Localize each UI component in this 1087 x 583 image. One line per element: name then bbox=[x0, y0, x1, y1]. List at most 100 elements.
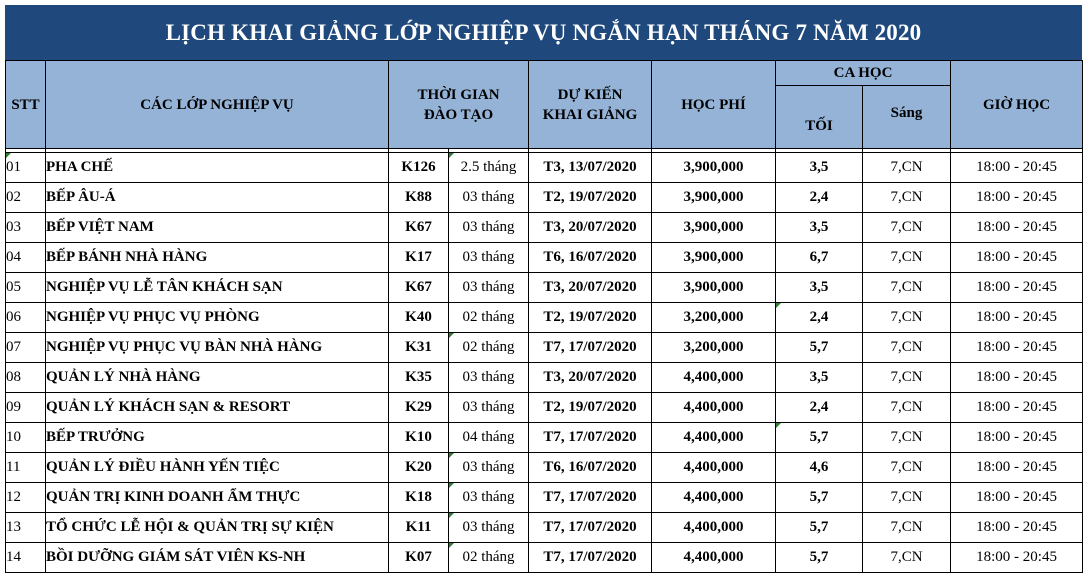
class-time-cell[interactable]: 18:00 - 20:45 bbox=[951, 213, 1083, 243]
evening-days-cell[interactable]: 6,7 bbox=[776, 243, 863, 273]
evening-days-cell[interactable]: 3,5 bbox=[776, 363, 863, 393]
row-stt-cell[interactable]: 03 bbox=[6, 213, 46, 243]
evening-days-cell[interactable]: 2,4 bbox=[776, 303, 863, 333]
duration-cell[interactable]: 2.5 tháng bbox=[449, 153, 529, 183]
duration-cell[interactable]: 03 tháng bbox=[449, 453, 529, 483]
evening-days-cell[interactable]: 3,5 bbox=[776, 213, 863, 243]
morning-days-cell[interactable]: 7,CN bbox=[863, 453, 951, 483]
course-name-cell[interactable]: QUẢN LÝ ĐIỀU HÀNH YẾN TIỆC bbox=[46, 453, 389, 483]
morning-days-cell[interactable]: 7,CN bbox=[863, 483, 951, 513]
row-stt-cell[interactable]: 01 bbox=[6, 153, 46, 183]
row-stt-cell[interactable]: 11 bbox=[6, 453, 46, 483]
start-date-cell[interactable]: T3, 20/07/2020 bbox=[529, 363, 652, 393]
start-date-cell[interactable]: T7, 17/07/2020 bbox=[529, 423, 652, 453]
start-date-cell[interactable]: T3, 20/07/2020 bbox=[529, 213, 652, 243]
header-sang[interactable]: Sáng bbox=[863, 86, 951, 149]
course-name-cell[interactable]: BẾP ÂU-Á bbox=[46, 183, 389, 213]
fee-cell[interactable]: 4,400,000 bbox=[652, 423, 776, 453]
duration-cell[interactable]: 02 tháng bbox=[449, 303, 529, 333]
morning-days-cell[interactable]: 7,CN bbox=[863, 363, 951, 393]
row-stt-cell[interactable]: 13 bbox=[6, 513, 46, 543]
evening-days-cell[interactable]: 5,7 bbox=[776, 333, 863, 363]
morning-days-cell[interactable]: 7,CN bbox=[863, 303, 951, 333]
class-code-cell[interactable]: K18 bbox=[389, 483, 449, 513]
header-start[interactable]: DỰ KIẾN KHAI GIẢNG bbox=[529, 61, 652, 149]
evening-days-cell[interactable]: 5,7 bbox=[776, 483, 863, 513]
duration-cell[interactable]: 03 tháng bbox=[449, 273, 529, 303]
evening-days-cell[interactable]: 4,6 bbox=[776, 453, 863, 483]
class-code-cell[interactable]: K10 bbox=[389, 423, 449, 453]
evening-days-cell[interactable]: 5,7 bbox=[776, 513, 863, 543]
fee-cell[interactable]: 4,400,000 bbox=[652, 393, 776, 423]
header-stt[interactable]: STT bbox=[6, 61, 46, 149]
row-stt-cell[interactable]: 02 bbox=[6, 183, 46, 213]
sheet-title[interactable]: LỊCH KHAI GIẢNG LỚP NGHIỆP VỤ NGẮN HẠN T… bbox=[5, 5, 1082, 61]
start-date-cell[interactable]: T2, 19/07/2020 bbox=[529, 303, 652, 333]
class-time-cell[interactable]: 18:00 - 20:45 bbox=[951, 303, 1083, 333]
fee-cell[interactable]: 3,200,000 bbox=[652, 333, 776, 363]
class-code-cell[interactable]: K07 bbox=[389, 543, 449, 573]
fee-cell[interactable]: 3,200,000 bbox=[652, 303, 776, 333]
start-date-cell[interactable]: T2, 19/07/2020 bbox=[529, 183, 652, 213]
evening-days-cell[interactable]: 2,4 bbox=[776, 183, 863, 213]
evening-days-cell[interactable]: 3,5 bbox=[776, 153, 863, 183]
class-code-cell[interactable]: K35 bbox=[389, 363, 449, 393]
morning-days-cell[interactable]: 7,CN bbox=[863, 543, 951, 573]
class-time-cell[interactable]: 18:00 - 20:45 bbox=[951, 333, 1083, 363]
class-time-cell[interactable]: 18:00 - 20:45 bbox=[951, 423, 1083, 453]
duration-cell[interactable]: 03 tháng bbox=[449, 243, 529, 273]
row-stt-cell[interactable]: 09 bbox=[6, 393, 46, 423]
class-code-cell[interactable]: K40 bbox=[389, 303, 449, 333]
morning-days-cell[interactable]: 7,CN bbox=[863, 153, 951, 183]
morning-days-cell[interactable]: 7,CN bbox=[863, 393, 951, 423]
class-time-cell[interactable]: 18:00 - 20:45 bbox=[951, 153, 1083, 183]
fee-cell[interactable]: 3,900,000 bbox=[652, 213, 776, 243]
course-name-cell[interactable]: BẾP VIỆT NAM bbox=[46, 213, 389, 243]
duration-cell[interactable]: 03 tháng bbox=[449, 513, 529, 543]
course-name-cell[interactable]: NGHIỆP VỤ PHỤC VỤ PHÒNG bbox=[46, 303, 389, 333]
class-time-cell[interactable]: 18:00 - 20:45 bbox=[951, 183, 1083, 213]
start-date-cell[interactable]: T7, 17/07/2020 bbox=[529, 483, 652, 513]
course-name-cell[interactable]: PHA CHẾ bbox=[46, 153, 389, 183]
course-name-cell[interactable]: TỔ CHỨC LỄ HỘI & QUẢN TRỊ SỰ KIỆN bbox=[46, 513, 389, 543]
morning-days-cell[interactable]: 7,CN bbox=[863, 243, 951, 273]
class-code-cell[interactable]: K126 bbox=[389, 153, 449, 183]
evening-days-cell[interactable]: 3,5 bbox=[776, 273, 863, 303]
class-time-cell[interactable]: 18:00 - 20:45 bbox=[951, 543, 1083, 573]
class-time-cell[interactable]: 18:00 - 20:45 bbox=[951, 243, 1083, 273]
morning-days-cell[interactable]: 7,CN bbox=[863, 183, 951, 213]
evening-days-cell[interactable]: 2,4 bbox=[776, 393, 863, 423]
fee-cell[interactable]: 4,400,000 bbox=[652, 513, 776, 543]
start-date-cell[interactable]: T3, 13/07/2020 bbox=[529, 153, 652, 183]
header-fee[interactable]: HỌC PHÍ bbox=[652, 61, 776, 149]
course-name-cell[interactable]: QUẢN LÝ KHÁCH SẠN & RESORT bbox=[46, 393, 389, 423]
row-stt-cell[interactable]: 08 bbox=[6, 363, 46, 393]
class-time-cell[interactable]: 18:00 - 20:45 bbox=[951, 483, 1083, 513]
class-code-cell[interactable]: K31 bbox=[389, 333, 449, 363]
fee-cell[interactable]: 3,900,000 bbox=[652, 183, 776, 213]
fee-cell[interactable]: 3,900,000 bbox=[652, 153, 776, 183]
start-date-cell[interactable]: T7, 17/07/2020 bbox=[529, 543, 652, 573]
morning-days-cell[interactable]: 7,CN bbox=[863, 333, 951, 363]
start-date-cell[interactable]: T7, 17/07/2020 bbox=[529, 333, 652, 363]
fee-cell[interactable]: 3,900,000 bbox=[652, 243, 776, 273]
evening-days-cell[interactable]: 5,7 bbox=[776, 423, 863, 453]
row-stt-cell[interactable]: 04 bbox=[6, 243, 46, 273]
fee-cell[interactable]: 4,400,000 bbox=[652, 543, 776, 573]
header-gio-hoc[interactable]: GIỜ HỌC bbox=[951, 61, 1083, 149]
class-time-cell[interactable]: 18:00 - 20:45 bbox=[951, 363, 1083, 393]
row-stt-cell[interactable]: 10 bbox=[6, 423, 46, 453]
start-date-cell[interactable]: T2, 19/07/2020 bbox=[529, 393, 652, 423]
morning-days-cell[interactable]: 7,CN bbox=[863, 423, 951, 453]
row-stt-cell[interactable]: 07 bbox=[6, 333, 46, 363]
header-course[interactable]: CÁC LỚP NGHIỆP VỤ bbox=[46, 61, 389, 149]
class-time-cell[interactable]: 18:00 - 20:45 bbox=[951, 393, 1083, 423]
class-code-cell[interactable]: K17 bbox=[389, 243, 449, 273]
duration-cell[interactable]: 03 tháng bbox=[449, 483, 529, 513]
class-code-cell[interactable]: K88 bbox=[389, 183, 449, 213]
fee-cell[interactable]: 4,400,000 bbox=[652, 363, 776, 393]
fee-cell[interactable]: 3,900,000 bbox=[652, 273, 776, 303]
header-ca-hoc[interactable]: CA HỌC bbox=[776, 61, 951, 86]
start-date-cell[interactable]: T3, 20/07/2020 bbox=[529, 273, 652, 303]
class-code-cell[interactable]: K11 bbox=[389, 513, 449, 543]
